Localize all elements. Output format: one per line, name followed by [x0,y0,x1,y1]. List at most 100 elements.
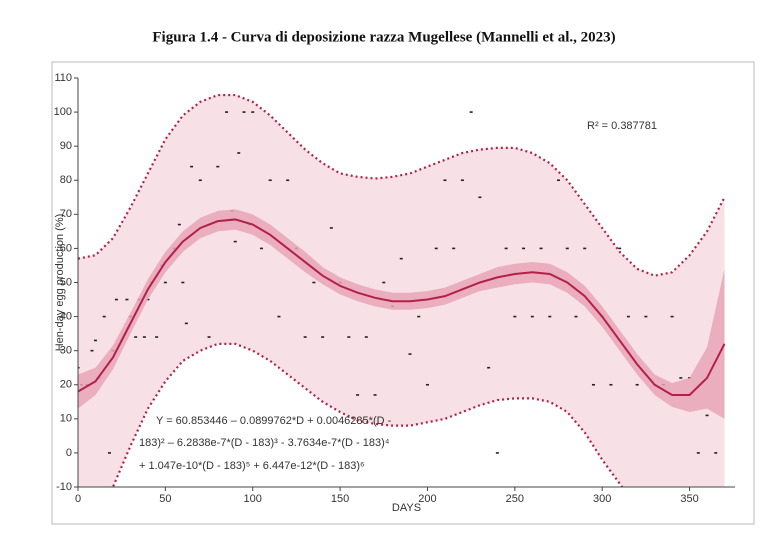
x-axis-label: DAYS [392,502,421,514]
data-point [190,165,194,168]
data-point [216,165,220,168]
data-point [184,322,188,325]
data-point [251,111,255,113]
data-point [286,179,290,182]
data-point [609,383,613,386]
data-point [225,111,229,113]
data-point [670,315,674,318]
x-tick-label: 150 [331,493,349,505]
y-tick-label: 40 [60,310,72,322]
data-point [142,336,146,338]
data-point [565,247,569,250]
data-point [591,383,595,386]
x-tick-label: 200 [418,493,436,505]
data-point [207,336,211,338]
data-point [548,315,552,318]
y-tick-label: 100 [54,106,72,118]
equation-line: Y = 60.853446 – 0.0899762*D + 0.0046285*… [156,415,392,427]
data-point [134,336,138,338]
data-point [347,336,351,338]
data-point [696,452,700,454]
data-point [277,315,281,318]
fit-curve [78,218,726,396]
data-point [522,247,526,250]
data-point [155,336,159,338]
data-point [679,377,683,379]
y-tick-label: 0 [66,447,72,459]
y-axis-label: Hen-day egg production (%) [54,214,66,352]
data-point [233,240,237,243]
data-point [504,247,508,250]
data-point [434,247,438,250]
chart-frame [51,61,755,525]
data-point [321,336,325,338]
data-point [469,111,473,113]
data-point [382,281,386,284]
data-point [495,452,499,454]
y-tick-label: 30 [60,345,72,357]
data-point [644,315,648,318]
prediction-lower [111,342,624,487]
data-point [408,353,412,355]
data-point [303,336,307,338]
x-tick-label: 100 [244,493,262,505]
data-point [146,298,150,301]
y-tick-label: 90 [60,140,72,152]
confidence-band [78,209,725,419]
data-point [93,339,97,342]
data-point [198,179,202,182]
x-tick-label: 250 [506,493,524,505]
data-point [478,196,482,199]
x-tick-label: 300 [593,493,611,505]
data-point [312,281,316,284]
x-tick-label: 350 [680,493,698,505]
data-point [78,366,80,369]
data-point [373,394,377,396]
y-tick-label: 110 [54,72,72,84]
data-point [635,383,639,386]
data-point [237,152,241,154]
y-tick-label: 50 [60,276,72,288]
data-point [114,298,118,301]
r-squared: R² = 0.387781 [587,120,657,132]
data-point [268,179,272,182]
data-point [364,336,368,338]
equation-line: + 1.047e-10*(D - 183)⁵ + 6.447e-12*(D - … [139,460,365,472]
y-tick-label: 20 [60,379,72,391]
data-point [417,315,421,318]
y-tick-label: 70 [60,208,72,220]
data-point [460,179,464,182]
y-tick-label: -10 [56,481,72,493]
equation-line: 183)² – 6.2838e-7*(D - 183)³ - 3.7634e-7… [139,437,390,449]
data-point [163,281,167,284]
plot-area [78,93,726,487]
data-point [574,315,578,318]
data-point [530,315,534,318]
data-point [705,414,709,417]
data-point [181,281,185,284]
prediction-band [78,95,725,487]
data-point [259,247,263,250]
data-point [102,315,106,318]
data-point [425,383,429,386]
data-point [513,315,517,318]
data-point [90,349,94,352]
x-tick-label: 0 [75,493,81,505]
data-point [329,227,333,229]
chart-title: Figura 1.4 - Curva di deposizione razza … [152,29,615,45]
data-point [107,452,111,454]
data-point [242,111,246,113]
data-point [539,247,543,250]
x-tick-label: 50 [159,493,171,505]
data-point [399,257,403,260]
prediction-upper [78,93,726,277]
data-point [452,247,456,250]
data-point [626,315,630,318]
data-point [487,366,491,369]
data-point [443,179,447,182]
data-point [557,179,561,182]
data-point [714,452,718,454]
data-point [177,223,181,226]
y-tick-label: 10 [60,413,72,425]
